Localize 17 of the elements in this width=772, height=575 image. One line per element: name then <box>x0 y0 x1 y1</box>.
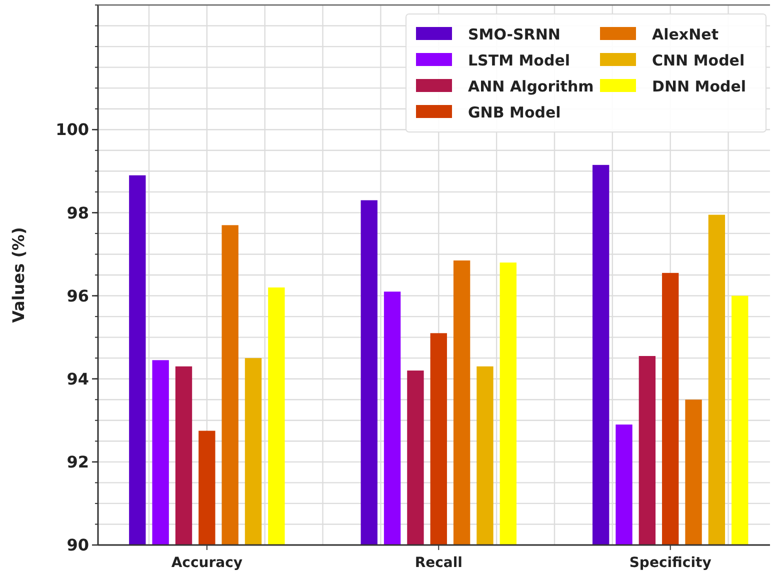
y-tick-label: 90 <box>66 536 89 555</box>
legend-label: ANN Algorithm <box>468 77 594 96</box>
y-tick-label: 92 <box>66 452 89 472</box>
legend-label: SMO-SRNN <box>468 25 560 44</box>
x-tick-label: Recall <box>414 555 462 571</box>
x-tick-label: Accuracy <box>171 555 243 571</box>
x-tick-label: Specificity <box>629 555 712 571</box>
legend-label: LSTM Model <box>468 51 570 70</box>
legend-label: DNN Model <box>652 77 746 96</box>
legend-label: AlexNet <box>652 25 718 44</box>
y-axis-title: Values (%) <box>9 227 28 323</box>
y-tick-label: 94 <box>66 369 89 388</box>
y-tick-label: 98 <box>66 203 89 222</box>
legend-label: GNB Model <box>468 103 561 122</box>
y-tick-label: 96 <box>66 286 89 306</box>
legend-label: CNN Model <box>652 51 745 70</box>
y-tick-label: 100 <box>56 120 89 140</box>
